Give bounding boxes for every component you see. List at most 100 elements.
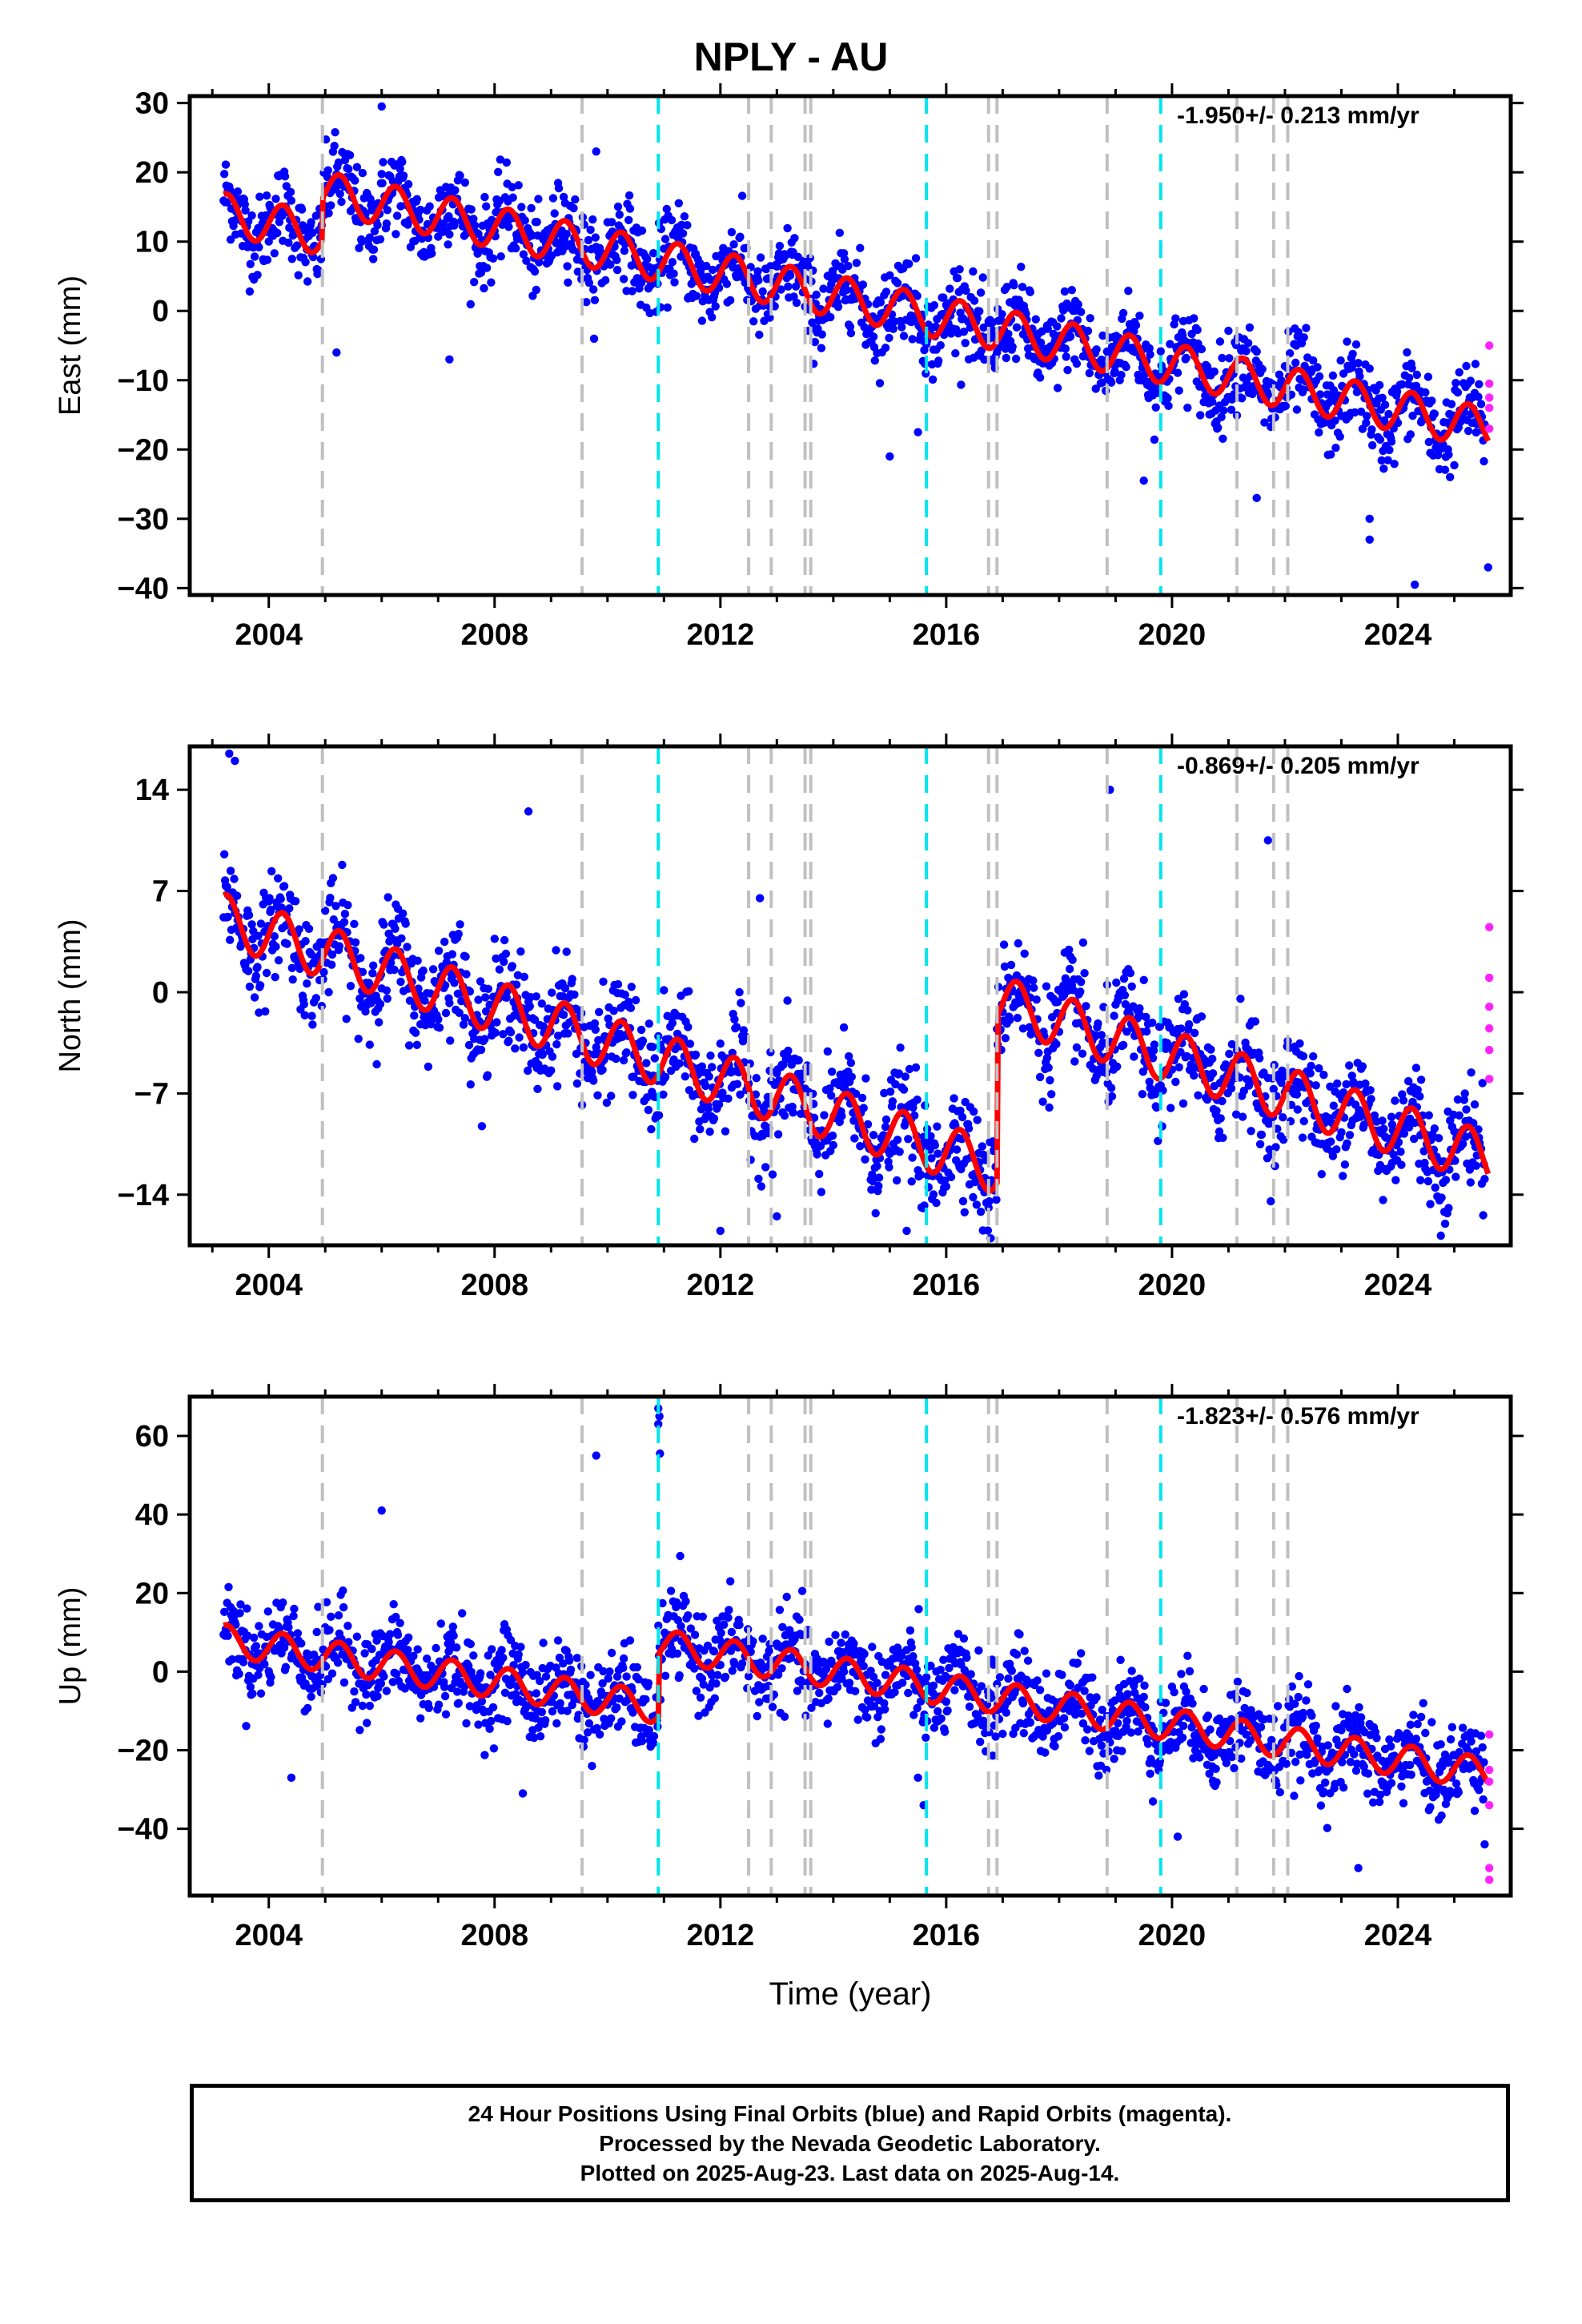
final-orbit-point <box>1302 324 1311 332</box>
final-orbit-point <box>1033 1676 1042 1685</box>
final-orbit-point <box>782 1592 791 1602</box>
final-orbit-point <box>446 1638 456 1647</box>
final-orbit-point <box>276 895 285 903</box>
final-orbit-point <box>362 1690 371 1699</box>
final-orbit-point <box>1368 440 1377 450</box>
final-orbit-point <box>1423 1176 1433 1186</box>
final-orbit-point <box>1379 1196 1387 1204</box>
final-orbit-point <box>382 1687 391 1695</box>
final-orbit-point <box>227 1655 237 1664</box>
final-orbit-point <box>612 255 621 264</box>
final-orbit-point <box>753 1711 761 1721</box>
final-orbit-point <box>904 1688 913 1698</box>
final-orbit-point <box>1436 1231 1445 1240</box>
final-orbit-point <box>710 1694 719 1703</box>
final-orbit-point <box>220 170 229 179</box>
final-orbit-point <box>344 164 353 174</box>
final-orbit-point <box>250 1633 259 1642</box>
final-orbit-point <box>469 215 478 223</box>
final-orbit-point <box>1252 493 1261 503</box>
final-orbit-point <box>609 1007 618 1015</box>
final-orbit-point <box>721 1127 730 1136</box>
final-orbit-point <box>514 181 523 190</box>
final-orbit-point <box>1190 314 1199 323</box>
final-orbit-point <box>646 281 655 290</box>
final-orbit-point <box>358 168 367 178</box>
final-orbit-point <box>627 983 636 991</box>
final-orbit-point <box>1118 308 1128 318</box>
final-orbit-point <box>232 891 242 900</box>
final-orbit-point <box>244 967 253 975</box>
final-orbit-point <box>525 1002 534 1011</box>
final-orbit-point <box>355 1726 364 1735</box>
final-orbit-point <box>711 302 720 311</box>
final-orbit-point <box>1263 836 1272 845</box>
final-orbit-point <box>516 947 525 956</box>
final-orbit-point <box>591 233 600 242</box>
final-orbit-point <box>270 249 279 258</box>
final-orbit-point <box>897 323 906 332</box>
final-orbit-point <box>404 179 413 189</box>
final-orbit-point <box>446 1644 455 1654</box>
final-orbit-point <box>1243 1075 1251 1084</box>
final-orbit-point <box>895 1148 904 1156</box>
final-orbit-point <box>1156 347 1166 356</box>
final-orbit-point <box>255 243 263 251</box>
final-orbit-point <box>794 1055 803 1065</box>
final-orbit-point <box>828 1131 837 1140</box>
final-orbit-point <box>1311 1081 1320 1090</box>
final-orbit-point <box>780 1712 789 1721</box>
final-orbit-point <box>752 1074 761 1083</box>
final-orbit-point <box>508 962 516 971</box>
final-orbit-point <box>1294 328 1303 336</box>
final-orbit-point <box>435 1023 444 1032</box>
final-orbit-point <box>1387 1158 1397 1168</box>
final-orbit-point <box>225 749 234 758</box>
final-orbit-point <box>649 1731 659 1741</box>
final-orbit-point <box>1309 356 1318 365</box>
final-orbit-point <box>1458 1140 1468 1148</box>
data-layer <box>219 1404 1494 1884</box>
final-orbit-point <box>456 171 464 180</box>
final-orbit-point <box>482 1007 491 1016</box>
final-orbit-point <box>1399 1096 1408 1105</box>
final-orbit-point <box>661 1072 670 1082</box>
final-orbit-point <box>1053 322 1062 331</box>
final-orbit-point <box>1070 1057 1079 1066</box>
final-orbit-point <box>501 949 511 959</box>
final-orbit-point <box>620 246 629 255</box>
final-orbit-point <box>1193 325 1202 335</box>
final-orbit-point <box>1004 329 1013 339</box>
final-orbit-point <box>563 262 572 271</box>
final-orbit-point <box>1014 939 1023 948</box>
final-orbit-point <box>496 155 504 164</box>
final-orbit-point <box>1358 424 1367 433</box>
final-orbit-point <box>783 223 792 233</box>
final-orbit-point <box>896 1043 905 1052</box>
final-orbit-point <box>869 1176 877 1186</box>
final-orbit-point <box>736 1090 745 1100</box>
final-orbit-point <box>1329 1101 1339 1110</box>
final-orbit-point <box>606 260 615 269</box>
final-orbit-point <box>1440 1219 1450 1228</box>
final-orbit-point <box>913 1096 921 1104</box>
final-orbit-point <box>518 1668 528 1677</box>
final-orbit-point <box>331 902 340 911</box>
final-orbit-point <box>1245 323 1255 332</box>
final-orbit-point <box>1419 1147 1428 1156</box>
final-orbit-point <box>1135 1004 1144 1013</box>
final-orbit-point <box>382 219 391 228</box>
final-orbit-point <box>1387 437 1396 446</box>
final-orbit-point <box>256 919 266 928</box>
final-orbit-point <box>487 278 496 287</box>
final-orbit-point <box>375 235 385 243</box>
final-orbit-point <box>1215 337 1225 346</box>
final-orbit-point <box>676 1551 685 1561</box>
final-orbit-point <box>1082 1002 1090 1011</box>
final-orbit-point <box>590 1019 600 1028</box>
final-orbit-point <box>548 194 558 203</box>
final-orbit-point <box>1152 1103 1161 1112</box>
x-tick-label: 2016 <box>913 1269 981 1302</box>
final-orbit-point <box>327 950 337 959</box>
final-orbit-point <box>1094 1019 1102 1028</box>
